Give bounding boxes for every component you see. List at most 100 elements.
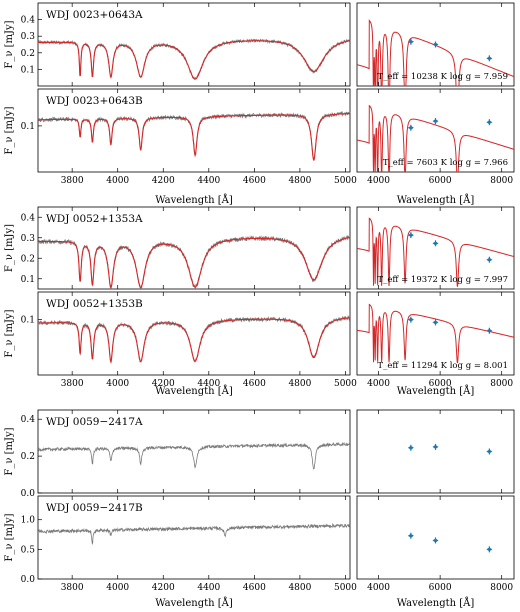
spectrum-ytick-label: 0.1 xyxy=(21,275,35,285)
sed-xlabel: Wavelength [Å] xyxy=(397,194,475,206)
spectrum-xtick-label: 4800 xyxy=(288,583,311,593)
model-spectrum-line xyxy=(38,236,351,290)
sed-panel: T_eff = 10238 K log g = 7.959 xyxy=(356,2,515,87)
sed-point xyxy=(432,241,439,246)
sed-point xyxy=(486,328,493,333)
observed-spectrum-line xyxy=(37,314,351,364)
sed-point xyxy=(407,233,414,238)
observed-spectrum-line xyxy=(37,522,351,546)
spectrum-ylabel: F_ν [mJy] xyxy=(4,106,15,154)
spectrum-frame xyxy=(37,88,351,173)
spectrum-ylabel: F_ν [mJy] xyxy=(4,224,15,272)
spectrum-xtick-label: 4800 xyxy=(288,379,311,389)
sed-panel: 4000 6000 8000 T_eff = 7603 K log g = 7.966 xyxy=(356,88,515,186)
sed-panel xyxy=(356,409,515,494)
model-spectrum-line xyxy=(38,39,351,80)
sed-fit-parameters: T_eff = 7603 K log g = 7.966 xyxy=(383,158,508,168)
spectrum-xtick-label: 5000 xyxy=(334,176,357,186)
spectrum-xtick-label: 4600 xyxy=(243,379,266,389)
sed-frame xyxy=(356,495,515,580)
spectrum-ylabel: F_ν [mJy] xyxy=(4,427,15,475)
sed-xtick-label: 8000 xyxy=(490,379,513,389)
spectrum-xtick-label: 4000 xyxy=(106,583,129,593)
sed-frame xyxy=(356,2,515,87)
spectrum-ylabel: F_ν [mJy] xyxy=(4,20,15,68)
spectrum-xlabel: Wavelength [Å] xyxy=(155,597,233,609)
spectrum-panel-title: WDJ 0059−2417B xyxy=(46,502,143,514)
spectrum-xtick-label: 3800 xyxy=(61,379,84,389)
spectrum-ytick-label: 0.4 xyxy=(21,213,36,223)
spectrum-xtick-label: 4200 xyxy=(152,583,175,593)
spectrum-ytick-label: 0.1 xyxy=(21,65,35,75)
spectrum-xtick-label: 4200 xyxy=(152,176,175,186)
spectrum-ytick-label: 0.3 xyxy=(21,32,36,42)
spectrum-panel-title: WDJ 0023+0643B xyxy=(46,95,143,107)
spectrum-panel: 0.0 0.5 1.0 3800 4000 4200 4400 4600 4800 5000 WDJ… xyxy=(4,495,357,593)
sed-point xyxy=(486,547,493,552)
sed-point xyxy=(407,445,414,450)
observed-spectrum-line xyxy=(37,234,351,291)
spectrum-frame xyxy=(37,2,351,87)
sed-point xyxy=(407,317,414,322)
spectrum-ytick-label: 0.1 xyxy=(21,122,35,132)
observed-spectrum-line xyxy=(37,441,350,470)
spectrum-xtick-label: 4400 xyxy=(197,379,220,389)
sed-xtick-label: 4000 xyxy=(367,583,390,593)
spectrum-ytick-label: 0.0 xyxy=(21,575,36,585)
spectrum-panel: 0.0 0.2 0.4 WDJ 0059−2417A F_ν [mJy] xyxy=(4,409,351,499)
model-spectrum-line xyxy=(38,112,350,161)
sed-xtick-label: 4000 xyxy=(367,176,390,186)
spectrum-xtick-label: 3800 xyxy=(61,583,84,593)
spectrum-ytick-label: 0.1 xyxy=(21,316,35,326)
sed-xlabel: Wavelength [Å] xyxy=(397,385,475,397)
spectrum-xtick-label: 5000 xyxy=(334,379,357,389)
sed-model-line xyxy=(357,104,514,172)
sed-model-line xyxy=(357,217,514,287)
spectrum-xlabel: Wavelength [Å] xyxy=(155,194,233,206)
sed-xtick-label: 8000 xyxy=(490,176,513,186)
spectrum-ylabel: F_ν [mJy] xyxy=(4,309,15,357)
spectrum-xlabel: Wavelength [Å] xyxy=(155,385,233,397)
sed-point xyxy=(486,449,493,454)
sed-point xyxy=(486,120,493,125)
spectrum-panel: 0.1 3800 4000 4200 4400 4600 4800 5000 WDJ 0023+… xyxy=(4,88,357,186)
spectrum-panel-title: WDJ 0052+1353A xyxy=(46,213,143,225)
spectrum-xtick-label: 4600 xyxy=(243,583,266,593)
sed-panel: 4000 6000 8000 xyxy=(356,495,515,593)
spectrum-xtick-label: 4200 xyxy=(152,379,175,389)
spectrum-xtick-label: 5000 xyxy=(334,583,357,593)
spectrum-panel-title: WDJ 0052+1353B xyxy=(46,298,143,310)
spectrum-panel: 0.1 0.2 0.3 0.4 WDJ 0023+0643A F_ν [mJy] xyxy=(4,2,351,87)
spectrum-xtick-label: 4400 xyxy=(197,583,220,593)
sed-panel: 4000 6000 8000 T_eff = 11294 K log g = 8.00… xyxy=(356,291,515,389)
spectrum-ytick-label: 0.4 xyxy=(21,415,36,425)
sed-point xyxy=(432,444,439,449)
sed-point xyxy=(432,320,439,325)
sed-point xyxy=(486,56,493,61)
spectrum-xtick-label: 4000 xyxy=(106,379,129,389)
spectrum-xtick-label: 4800 xyxy=(288,176,311,186)
spectrum-ytick-label: 1.0 xyxy=(21,516,36,526)
sed-point xyxy=(407,39,414,44)
spectrum-xtick-label: 4600 xyxy=(243,176,266,186)
sed-frame xyxy=(356,88,515,173)
observed-spectrum-line xyxy=(37,38,351,81)
sed-point xyxy=(432,42,439,47)
spectrum-ytick-label: 0.2 xyxy=(21,254,35,264)
sed-point xyxy=(486,257,493,262)
sed-point xyxy=(407,533,414,538)
sed-frame xyxy=(356,291,515,376)
sed-frame xyxy=(356,206,515,290)
sed-xlabel: Wavelength [Å] xyxy=(397,597,475,609)
spectrum-panel-title: WDJ 0023+0643A xyxy=(46,9,143,21)
spectrum-frame xyxy=(37,291,351,376)
model-spectrum-line xyxy=(38,317,350,364)
sed-point xyxy=(432,119,439,124)
sed-point xyxy=(432,538,439,543)
spectrum-ytick-label: 0.0 xyxy=(21,489,36,499)
sed-fit-parameters: T_eff = 11294 K log g = 8.001 xyxy=(377,361,508,371)
sed-frame xyxy=(356,409,515,494)
spectrum-ytick-label: 0.2 xyxy=(21,49,35,59)
spectrum-ylabel: F_ν [mJy] xyxy=(4,513,15,561)
